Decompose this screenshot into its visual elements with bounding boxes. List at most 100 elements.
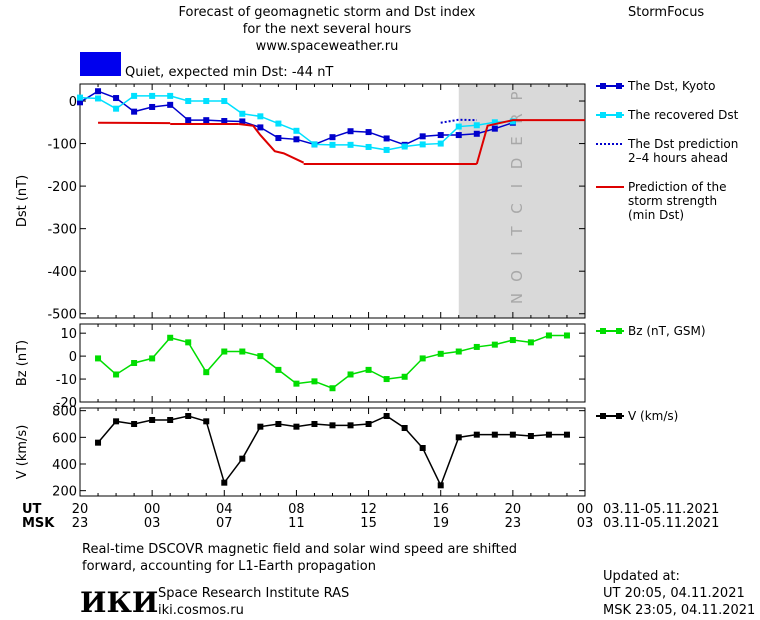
v-legend: V (km/s) xyxy=(596,409,678,423)
msk-tick-label: 03 xyxy=(144,516,161,531)
msk-axis-label: MSK xyxy=(22,516,55,531)
bz-data-point xyxy=(419,355,426,362)
bz-data-point xyxy=(167,334,174,341)
dst-data-point xyxy=(185,117,192,124)
date-range-ut: 03.11-05.11.2021 xyxy=(603,502,719,517)
v-data-point xyxy=(257,423,264,430)
dst-data-point xyxy=(275,135,282,142)
msk-tick-label: 15 xyxy=(360,516,377,531)
y-tick-label: 600 xyxy=(52,431,77,446)
dst-data-point xyxy=(293,127,300,134)
dst-data-point xyxy=(149,92,156,99)
dst-data-point xyxy=(221,118,228,125)
legend-label: The Dst, Kyoto xyxy=(627,79,715,93)
v-data-point xyxy=(383,413,390,419)
prediction-letter: I xyxy=(508,184,526,188)
ut-tick-label: 20 xyxy=(72,502,89,517)
dst-data-point xyxy=(167,101,174,108)
v-data-point xyxy=(527,433,534,439)
v-data-point xyxy=(113,418,120,425)
title-line-2: for the next several hours xyxy=(243,22,412,37)
ut-tick-label: 16 xyxy=(432,502,449,517)
v-data-point xyxy=(275,421,282,427)
dst-data-point xyxy=(275,120,282,127)
y-tick-label: 10 xyxy=(60,327,77,342)
prediction-letter: C xyxy=(508,203,526,213)
v-frame xyxy=(79,407,586,497)
iki-logo: ИКИ xyxy=(80,586,158,619)
dst-data-point xyxy=(77,99,83,106)
y-axis-label: Bz (nT) xyxy=(15,340,30,386)
dst-data-point xyxy=(383,146,390,153)
dst-data-point xyxy=(239,118,246,125)
legend-label: Prediction of the xyxy=(628,180,727,194)
v-data-point xyxy=(455,434,462,441)
dst-data-point xyxy=(329,141,336,148)
prediction-letter: D xyxy=(508,158,526,170)
v-data-point xyxy=(365,421,372,427)
dst-data-point xyxy=(473,122,480,129)
bz-data-point xyxy=(293,380,300,387)
bz-data-point xyxy=(437,350,444,357)
y-axis-label: Dst (nT) xyxy=(15,175,30,227)
prediction-letter: I xyxy=(508,251,526,255)
legend-marker xyxy=(616,413,622,419)
time-tick-labels: 20 00 04 08 12 16 20 00 23 03 07 11 15 19 23 03 xyxy=(72,502,594,531)
v-data-point xyxy=(221,479,228,486)
title-line-3: www.spaceweather.ru xyxy=(256,39,399,54)
prediction-letter: O xyxy=(508,270,526,282)
v-data-point xyxy=(95,439,102,446)
y-tick-label: 0 xyxy=(69,350,77,365)
bz-data-point xyxy=(221,348,228,355)
bz-panel: 10 0 -10 -20 Bz (nT) Bz (nT, GSM) xyxy=(15,323,706,411)
y-tick-label: -300 xyxy=(47,223,77,238)
dst-data-point xyxy=(383,135,390,142)
bz-data-point xyxy=(185,339,192,346)
dst-data-point xyxy=(95,88,102,95)
dst-data-point xyxy=(203,98,210,105)
v-data-point xyxy=(203,418,210,425)
msk-tick-label: 07 xyxy=(216,516,233,531)
dst-data-point xyxy=(491,125,498,132)
y-tick-label: 800 xyxy=(52,405,77,420)
legend-marker xyxy=(600,328,606,334)
bz-data-point xyxy=(239,348,246,355)
dst-data-point xyxy=(131,108,138,115)
dst-data-point xyxy=(257,113,264,120)
v-data-point xyxy=(401,425,408,431)
dst-data-point xyxy=(473,130,480,137)
date-range-msk: 03.11-05.11.2021 xyxy=(603,516,719,531)
y-tick-label: -10 xyxy=(56,373,77,388)
legend-marker xyxy=(616,83,622,89)
v-data-point xyxy=(311,421,318,427)
bz-legend: Bz (nT, GSM) xyxy=(596,324,706,338)
dst-data-point xyxy=(239,110,246,117)
legend-label: V (km/s) xyxy=(628,409,678,423)
institute-name: Space Research Institute RAS xyxy=(158,586,349,601)
dst-data-point xyxy=(455,123,462,130)
msk-tick-label: 19 xyxy=(432,516,449,531)
bz-data-point xyxy=(473,343,480,350)
dst-data-point xyxy=(203,117,210,124)
msk-tick-label: 23 xyxy=(505,516,522,531)
dst-data-point xyxy=(311,141,318,148)
dst-data-point xyxy=(509,118,516,125)
bz-data-point xyxy=(401,373,408,380)
dst-data-point xyxy=(347,141,354,148)
dst-data-point xyxy=(185,98,192,105)
prediction-letter: E xyxy=(508,136,526,145)
y-tick-label: -200 xyxy=(47,180,77,195)
dst-data-point xyxy=(329,134,336,141)
y-tick-label: 200 xyxy=(52,485,77,500)
ut-tick-label: 00 xyxy=(577,502,594,517)
y-tick-label: 0 xyxy=(69,95,77,110)
bz-data-point xyxy=(149,355,156,362)
bz-data-point xyxy=(131,360,138,366)
prediction-letter: T xyxy=(508,226,526,237)
footer-note-line-2: forward, accounting for L1-Earth propaga… xyxy=(82,559,376,574)
legend-marker xyxy=(600,413,606,419)
dst-data-point xyxy=(365,129,372,136)
ut-tick-label: 20 xyxy=(505,502,522,517)
dst-data-point xyxy=(221,98,228,105)
